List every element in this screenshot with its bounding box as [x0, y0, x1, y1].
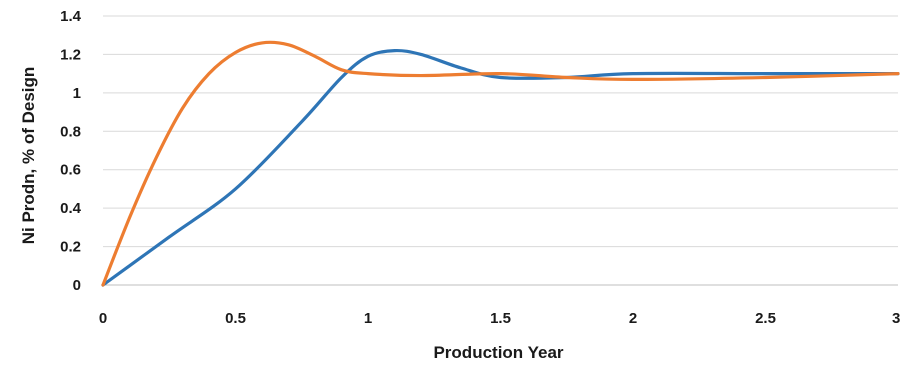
y-tick-label: 1	[73, 85, 81, 102]
y-tick-label: 0.6	[60, 162, 81, 179]
series-lines	[101, 40, 900, 287]
gridlines	[103, 15, 898, 248]
x-tick-label: 2	[629, 310, 637, 327]
y-tick-label: 1.4	[60, 8, 82, 25]
x-axis-title: Production Year	[433, 343, 563, 362]
series-line-1	[101, 48, 900, 287]
tick-labels: 0 0.2 0.4 0.6 0.8 1 1.2 1.4 0 0.5 1 1.5 2 2.5 3	[60, 8, 900, 327]
x-tick-label: 0	[99, 310, 107, 327]
x-tick-label: 0.5	[225, 310, 246, 327]
y-tick-label: 0	[73, 277, 81, 294]
y-axis-title: Ni Prodn, % of Design	[19, 67, 38, 245]
x-tick-label: 2.5	[755, 310, 776, 327]
y-tick-label: 1.2	[60, 46, 81, 63]
y-tick-label: 0.2	[60, 239, 81, 256]
x-tick-label: 1.5	[490, 310, 511, 327]
x-tick-label: 1	[364, 310, 372, 327]
x-tick-label: 3	[892, 310, 900, 327]
y-tick-label: 0.8	[60, 123, 81, 140]
y-tick-label: 0.4	[60, 200, 82, 217]
series-line-2	[101, 40, 900, 287]
